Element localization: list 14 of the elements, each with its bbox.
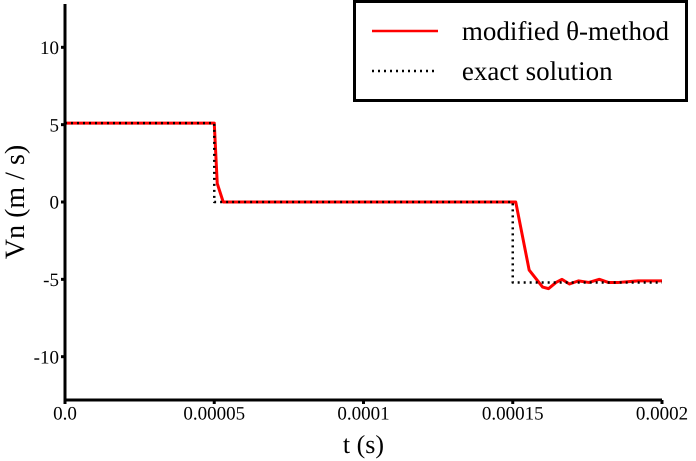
- y-tick-label: -10: [34, 347, 59, 368]
- x-tick-label: 0.0002: [636, 403, 688, 424]
- y-tick-label: 5: [50, 115, 59, 136]
- legend-label: modified θ-method: [462, 16, 669, 46]
- x-tick-label: 0.0: [53, 403, 77, 424]
- y-axis-title: Vn (m / s): [0, 144, 31, 260]
- x-tick-label: 0.00015: [482, 403, 544, 424]
- x-axis-title: t (s): [342, 430, 384, 459]
- y-tick-label: -5: [43, 270, 59, 292]
- x-tick-label: 0.0001: [337, 403, 390, 424]
- y-tick-label: 10: [40, 38, 59, 60]
- x-tick-label: 0.00005: [183, 403, 246, 424]
- legend-label: exact solution: [462, 56, 613, 86]
- y-tick-label: 0: [50, 192, 59, 214]
